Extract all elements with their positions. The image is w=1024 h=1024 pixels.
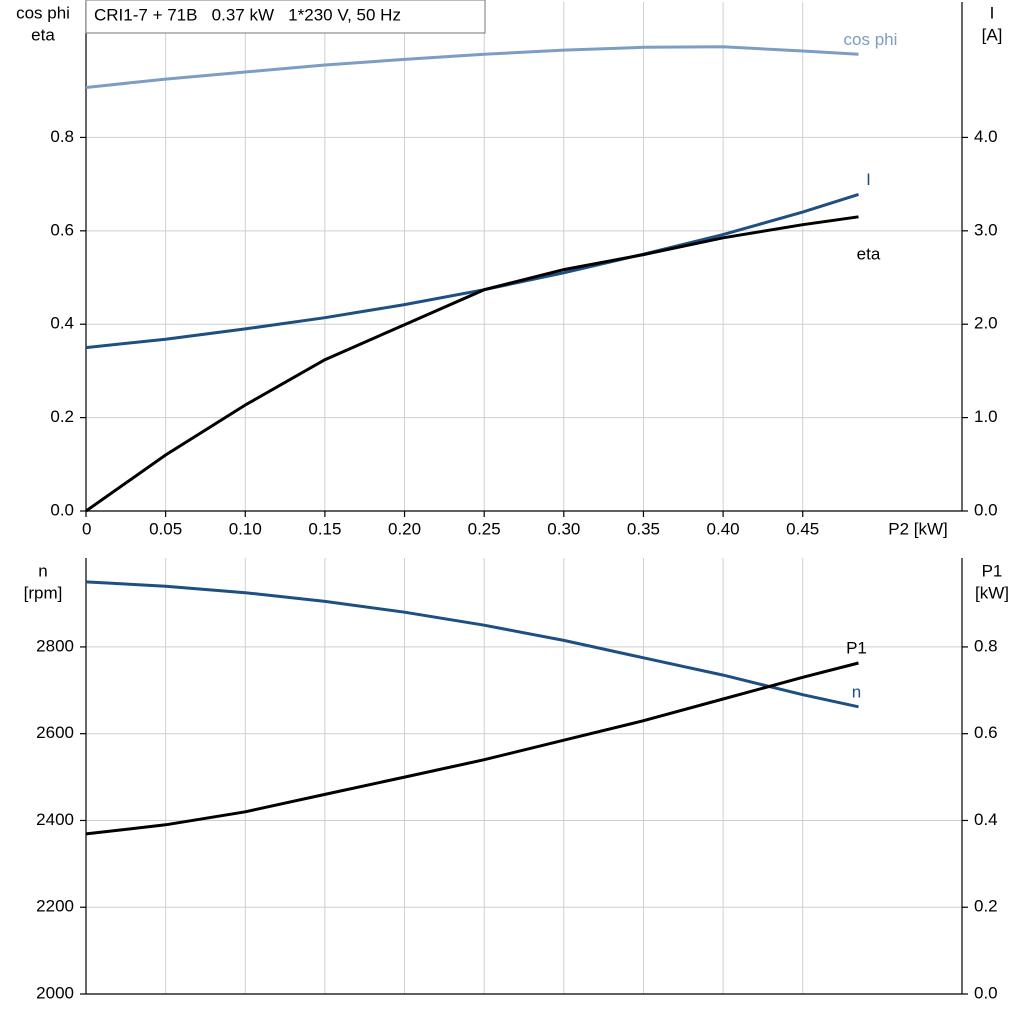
y-tick-label: 0.4 (50, 314, 74, 333)
y2-tick-label: 3.0 (974, 220, 998, 239)
x-tick-label: 0.15 (308, 519, 341, 538)
x-tick-label: 0.45 (786, 519, 819, 538)
x-axis-label: P2 [kW] (888, 519, 948, 538)
series-label: eta (857, 244, 881, 263)
x-tick-label: 0.20 (388, 519, 421, 538)
y-tick-label: 0.0 (50, 500, 74, 519)
y2-tick-label: 0.6 (974, 723, 998, 742)
series-line (85, 580, 859, 709)
y2-axis-label: [A] (982, 25, 1003, 44)
y2-tick-label: 0.0 (974, 500, 998, 519)
y-tick-label: 2400 (36, 810, 74, 829)
y2-tick-label: 0.0 (974, 983, 998, 1002)
x-tick-label: 0 (82, 519, 91, 538)
x-tick-label: 0.05 (149, 519, 182, 538)
y-axis-label: eta (31, 25, 55, 44)
y-axis-label: n (38, 561, 47, 580)
y2-tick-label: 0.8 (974, 636, 998, 655)
x-tick-label: 0.25 (468, 519, 501, 538)
y2-tick-label: 2.0 (974, 314, 998, 333)
y2-tick-label: 0.2 (974, 897, 998, 916)
y-tick-label: 2200 (36, 897, 74, 916)
series-label: P1 (846, 638, 867, 657)
y-axis-label: cos phi (16, 3, 70, 22)
series-line (85, 215, 859, 513)
y2-tick-label: 1.0 (974, 407, 998, 426)
series-line (85, 45, 859, 89)
x-tick-label: 0.10 (229, 519, 262, 538)
y2-axis-label: [kW] (975, 583, 1009, 602)
y-tick-label: 0.2 (50, 407, 74, 426)
title-box (85, 0, 486, 34)
y-tick-label: 2000 (36, 983, 74, 1002)
y-tick-label: 0.8 (50, 127, 74, 146)
y2-axis-label: I (990, 3, 995, 22)
chart-title: CRI1-7 + 71B 0.37 kW 1*230 V, 50 Hz (94, 5, 401, 24)
series-line (85, 661, 859, 836)
y2-axis-label: P1 (982, 561, 1003, 580)
series-label: I (866, 170, 871, 189)
x-tick-label: 0.40 (707, 519, 740, 538)
y2-tick-label: 4.0 (974, 127, 998, 146)
y-tick-label: 0.6 (50, 220, 74, 239)
series-label: cos phi (844, 30, 898, 49)
x-tick-label: 0.30 (547, 519, 580, 538)
y-tick-label: 2800 (36, 636, 74, 655)
y-tick-label: 2600 (36, 723, 74, 742)
series-label: n (852, 682, 861, 701)
y-axis-label: [rpm] (24, 583, 63, 602)
x-tick-label: 0.35 (627, 519, 660, 538)
y2-tick-label: 0.4 (974, 810, 998, 829)
